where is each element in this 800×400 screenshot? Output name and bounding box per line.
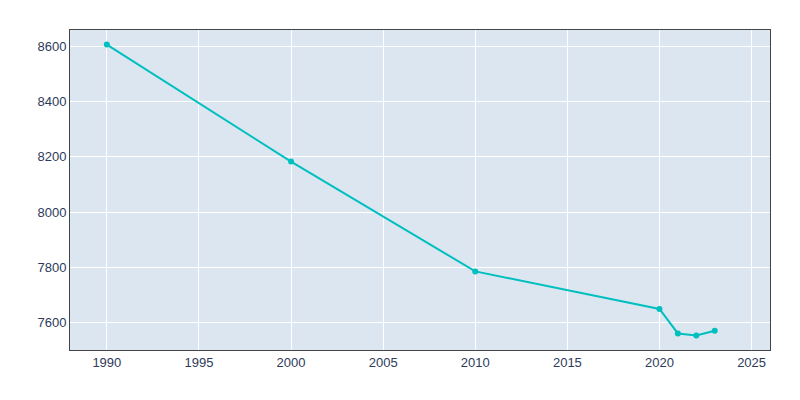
svg-text:2020: 2020 — [645, 355, 674, 370]
svg-text:8200: 8200 — [37, 149, 66, 164]
svg-text:7800: 7800 — [37, 260, 66, 275]
svg-text:2010: 2010 — [461, 355, 490, 370]
svg-text:8400: 8400 — [37, 94, 66, 109]
svg-text:2015: 2015 — [553, 355, 582, 370]
svg-text:8000: 8000 — [37, 205, 66, 220]
svg-text:2005: 2005 — [369, 355, 398, 370]
svg-text:8600: 8600 — [37, 39, 66, 54]
svg-text:7600: 7600 — [37, 315, 66, 330]
svg-text:1995: 1995 — [184, 355, 213, 370]
svg-text:2025: 2025 — [737, 355, 766, 370]
svg-text:2000: 2000 — [277, 355, 306, 370]
svg-text:1990: 1990 — [92, 355, 121, 370]
